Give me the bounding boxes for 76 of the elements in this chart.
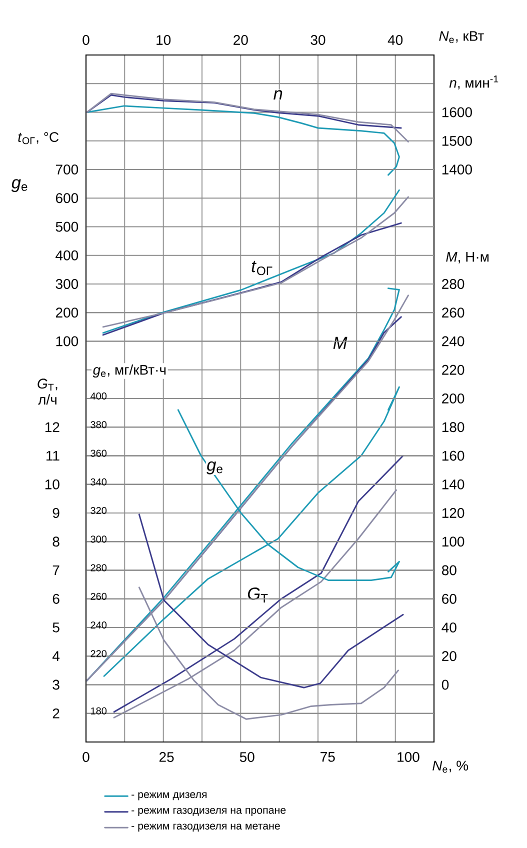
legend-label: - режим дизеля — [132, 792, 207, 800]
y2-tick-label: 160 — [442, 450, 464, 461]
y2-tick-label: 20 — [442, 651, 456, 662]
y2-tick-label: 400 — [90, 392, 107, 400]
annotation: n — [274, 90, 282, 100]
y-tick-label: 11 — [46, 450, 60, 461]
line-series — [113, 455, 404, 713]
y-tick-label: 500 — [56, 222, 78, 232]
x2-axis-title: N$_{e}$, кВт — [439, 31, 484, 44]
x2-tick-label: 40 — [388, 35, 403, 45]
y-tick-label: 9 — [52, 508, 60, 518]
y2-tick-label: 240 — [442, 336, 464, 346]
y2-tick-label: 300 — [90, 536, 107, 543]
x2-tick-label: 30 — [310, 35, 326, 45]
y2-tick-label: 180 — [91, 707, 107, 714]
y-tick-label: 12 — [45, 422, 60, 432]
y2-axis-title: g$_{e}$, мг/кВт·ч — [92, 364, 166, 378]
annotation: M — [333, 336, 348, 349]
y-tick-label: 2 — [52, 708, 60, 718]
y2-tick-label: 140 — [442, 479, 464, 490]
y2-tick-label: 220 — [442, 364, 464, 375]
y-tick-label: 200 — [56, 308, 78, 318]
line-series — [86, 105, 400, 176]
y2-tick-label: 380 — [90, 421, 107, 428]
y2-tick-label: 260 — [442, 308, 464, 318]
x-tick-label: 25 — [159, 752, 174, 762]
y3-axis-title: n, мин$^{-1}$ — [449, 76, 498, 90]
y-tick-label: 10 — [45, 479, 60, 490]
y-tick-label: 300 — [56, 279, 78, 289]
line-series — [113, 489, 398, 718]
y2-tick-label: 280 — [442, 279, 464, 289]
y2-tick-label: 0 — [442, 680, 449, 690]
x-tick-label: 50 — [240, 752, 254, 762]
y2-tick-label: 60 — [442, 594, 456, 604]
y-tick-label: 600 — [56, 193, 78, 204]
y2-tick-label: 240 — [90, 621, 107, 629]
y-tick-label: 100 — [56, 336, 78, 346]
y2-tick-label: 100 — [442, 536, 464, 547]
annotation: g$_{e}$ — [206, 461, 222, 474]
y2-tick-label: 340 — [90, 478, 107, 486]
y-tick-label: 400 — [56, 250, 78, 260]
y-tick-label: 8 — [52, 536, 60, 547]
y-tick-label: 7 — [52, 565, 60, 576]
y2-tick-label: 120 — [442, 508, 464, 518]
y2-tick-label: 200 — [442, 394, 464, 404]
y2-tick-label: 260 — [90, 592, 107, 600]
y2-tick-label: 220 — [90, 650, 107, 658]
x2-tick-label: 20 — [234, 35, 248, 45]
y2-tick-label: 320 — [90, 506, 107, 514]
y-tick-label: 3 — [52, 680, 60, 690]
y-axis-title: t$_{ОГ}$, °C — [18, 132, 59, 144]
y2-tick-label: 80 — [442, 565, 456, 576]
x2-tick-label: 0 — [82, 35, 90, 45]
y-tick-label: 6 — [52, 594, 60, 604]
x-tick-label: 75 — [320, 752, 335, 762]
text: g$_{e}$ — [11, 179, 28, 192]
y-tick-label: 700 — [56, 164, 78, 174]
y-tick-label: 4 — [52, 651, 60, 661]
y2-tick-label: 180 — [442, 422, 464, 432]
line-series — [102, 222, 402, 336]
x-tick-label: 100 — [398, 752, 420, 762]
y-tick-label: 5 — [52, 622, 60, 632]
y2-tick-label: 40 — [442, 622, 456, 632]
y2-tick-label: 360 — [90, 450, 107, 457]
y-axis-title: G$_{Т}$, л/ч — [38, 378, 58, 405]
y2-axis-title: M, Н·м — [446, 252, 489, 264]
y2-tick-label: 280 — [90, 564, 107, 572]
x2-tick-label: 10 — [156, 35, 171, 45]
y3-tick-label: 1600 — [442, 107, 472, 118]
annotation: t$_{ОГ}$ — [252, 260, 272, 276]
y3-tick-label: 1500 — [442, 136, 472, 146]
legend-label: - режим газодизеля на метане — [132, 824, 280, 832]
y3-tick-label: 1400 — [442, 164, 472, 174]
x-axis-title: N$_{e}$, % — [432, 760, 468, 773]
legend-label: - режим газодизеля на пропане — [132, 808, 286, 816]
x-tick-label: 0 — [82, 752, 90, 762]
